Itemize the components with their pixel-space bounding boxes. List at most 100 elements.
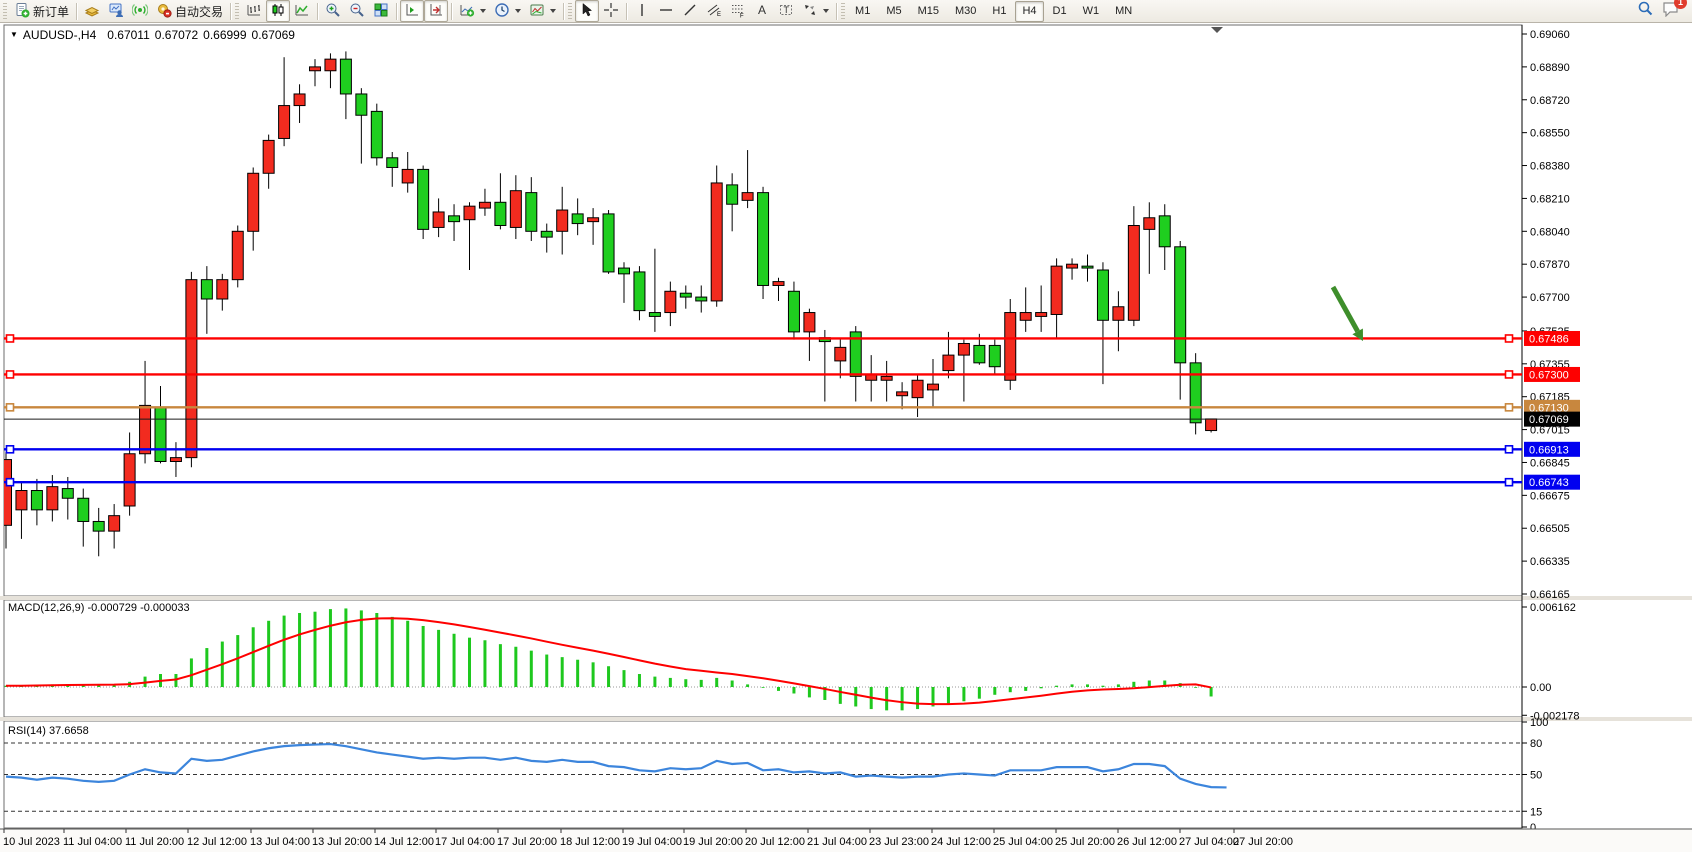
timeframe-mn-button[interactable]: MN: [1115, 5, 1133, 17]
zoom-in-icon: [325, 2, 341, 21]
macd-hist-bar: [1116, 684, 1120, 687]
toolbar-right: 1: [1637, 0, 1690, 22]
candle-body: [139, 404, 152, 455]
timeframe-h1-button[interactable]: H1: [992, 5, 1007, 17]
time-tick-label: 11 Jul 20:00: [125, 836, 184, 848]
autoscroll-button[interactable]: [424, 0, 449, 22]
candle-body: [1174, 246, 1187, 364]
price-tick-label: 0.67700: [1530, 292, 1570, 304]
text-tool-button[interactable]: A: [750, 0, 774, 22]
crosshair-button[interactable]: [599, 0, 623, 22]
chart-shift-marker[interactable]: [1211, 27, 1223, 33]
hline-handle[interactable]: [1504, 334, 1514, 343]
search-icon[interactable]: [1637, 0, 1654, 22]
hline-handle[interactable]: [5, 477, 15, 487]
timeframe-m1-button[interactable]: M1: [855, 5, 871, 17]
price-tag: [1524, 330, 1580, 346]
candle-body: [973, 344, 986, 364]
panel-separator[interactable]: [0, 717, 1692, 721]
candle-body: [61, 488, 74, 499]
time-tick-label: 17 Jul 20:00: [497, 836, 557, 848]
signals-button[interactable]: [128, 0, 152, 22]
candle-body: [587, 217, 600, 223]
candle-body: [401, 168, 414, 184]
market-watch-button[interactable]: [80, 0, 104, 22]
timeframe-w1-button[interactable]: W1: [1082, 5, 1100, 17]
candle-body: [355, 93, 368, 116]
macd-hist-bar: [344, 608, 348, 687]
crosshair-icon: [603, 2, 619, 21]
toolbar-grip: [235, 3, 240, 19]
zoom-out-button[interactable]: [345, 0, 369, 22]
candle-body: [432, 211, 445, 228]
bar-chart-button[interactable]: [242, 0, 266, 22]
autotrade-button[interactable]: 自动交易: [152, 0, 227, 22]
timeframe-m30-button[interactable]: M30: [955, 5, 977, 17]
annotation-arrow-head[interactable]: [1352, 328, 1363, 341]
chart-window[interactable]: 0.69060 0.68890 0.68720 0.68550 0.68380 0.682…: [0, 23, 1692, 852]
timeframe-m15-button[interactable]: M15: [917, 5, 939, 17]
timeframe-h4-button[interactable]: H4: [1015, 0, 1044, 22]
candle-body: [1035, 312, 1048, 317]
candle-body: [1205, 418, 1218, 432]
candle-body: [1112, 306, 1125, 321]
macd-layer: [4, 608, 1522, 711]
candle-body: [92, 520, 105, 532]
hline-handle[interactable]: [1504, 445, 1514, 454]
rsi-line: [5, 742, 1227, 789]
timeframe-m5-button[interactable]: M5: [886, 5, 902, 17]
indicators-button[interactable]: [455, 0, 490, 22]
hline-handle[interactable]: [5, 370, 15, 379]
macd-hist-bar: [792, 687, 796, 694]
rsi-axis-label: 15: [1530, 806, 1542, 818]
panel-separator[interactable]: [0, 596, 1692, 600]
hline-handle[interactable]: [5, 403, 15, 412]
time-axis-strip[interactable]: [0, 829, 1692, 852]
tile-windows-button[interactable]: [369, 0, 393, 22]
templates-button[interactable]: [525, 0, 560, 22]
price-tick-label: 0.66165: [1530, 589, 1570, 601]
chart-title: ▼ AUDUSD-,H4 0.67011 0.67072 0.66999 0.6…: [10, 28, 295, 42]
arrows-tool-button[interactable]: [798, 0, 833, 22]
candle-body: [648, 312, 661, 317]
new-order-button[interactable]: 新订单: [10, 0, 73, 22]
shift-chart-button[interactable]: [400, 0, 425, 22]
timeframe-d1-button[interactable]: D1: [1052, 5, 1067, 17]
hline-handle[interactable]: [1504, 403, 1514, 412]
equidistant-channel-icon: E: [706, 2, 722, 21]
horizontal-line-tool-button[interactable]: [654, 0, 678, 22]
notifications-button[interactable]: 1: [1662, 0, 1687, 22]
zoom-in-button[interactable]: [321, 0, 345, 22]
autoscroll-icon: [428, 2, 444, 21]
periods-button[interactable]: [490, 0, 525, 22]
annotation-arrow-shaft[interactable]: [1330, 285, 1360, 333]
vertical-line-tool-button[interactable]: [630, 0, 654, 22]
macd-hist-bar: [514, 646, 518, 687]
cursor-button[interactable]: [575, 0, 600, 22]
hline-handle[interactable]: [5, 445, 15, 454]
arrows-icon: [802, 2, 818, 21]
line-chart-button[interactable]: [290, 0, 314, 22]
macd-hist-bar: [1194, 687, 1198, 688]
trendline-tool-button[interactable]: [678, 0, 702, 22]
ohlc-high: 0.67072: [154, 28, 199, 42]
hline-handle[interactable]: [1504, 477, 1514, 487]
hline-handle[interactable]: [5, 334, 15, 343]
candle-body: [1143, 217, 1156, 230]
macd-hist-bar: [591, 662, 595, 687]
fibonacci-tool-button[interactable]: F: [726, 0, 750, 22]
autotrade-icon: [156, 2, 172, 21]
text-label-tool-button[interactable]: T: [774, 0, 798, 22]
price-tick-label: 0.66845: [1530, 457, 1570, 469]
horizontal-line-icon: [658, 2, 674, 21]
candle-body: [278, 105, 291, 139]
svg-text:A: A: [758, 3, 766, 17]
chart-canvas[interactable]: 0.69060 0.68890 0.68720 0.68550 0.68380 0.682…: [0, 23, 1692, 852]
chart-title-collapse-icon[interactable]: ▼: [10, 30, 18, 39]
text-tool-icon: A: [754, 2, 770, 21]
macd-hist-bar: [1163, 680, 1167, 687]
channel-tool-button[interactable]: E: [702, 0, 726, 22]
hline-handle[interactable]: [1504, 370, 1514, 379]
candlestick-chart-button[interactable]: [266, 0, 291, 22]
data-window-button[interactable]: [104, 0, 128, 22]
